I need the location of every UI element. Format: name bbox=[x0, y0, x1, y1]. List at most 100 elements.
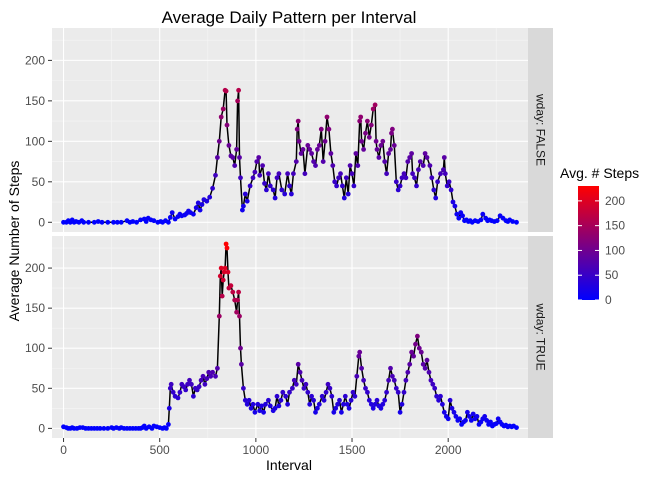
data-point bbox=[274, 175, 280, 181]
data-point bbox=[218, 265, 224, 271]
data-point bbox=[414, 183, 419, 189]
data-point bbox=[356, 353, 362, 359]
data-point bbox=[328, 151, 334, 156]
data-point bbox=[465, 409, 470, 415]
data-point bbox=[237, 313, 242, 319]
data-point bbox=[335, 401, 340, 407]
data-point bbox=[382, 397, 388, 403]
data-point bbox=[410, 171, 415, 177]
data-point bbox=[191, 393, 196, 399]
data-point bbox=[339, 409, 344, 415]
data-point bbox=[238, 175, 243, 181]
data-point bbox=[428, 377, 434, 383]
data-point bbox=[370, 106, 376, 112]
data-point bbox=[331, 409, 337, 415]
data-point bbox=[388, 365, 393, 371]
data-point bbox=[189, 381, 194, 387]
data-point bbox=[336, 175, 341, 181]
facet-strip-label: wday: TRUE bbox=[534, 302, 548, 370]
data-point bbox=[444, 183, 450, 189]
data-point bbox=[177, 389, 183, 395]
data-point bbox=[342, 393, 348, 399]
facet-panels: 0 50 100 150 200 wday: FALSE 0 50 100 150 200 wday:… bbox=[25, 28, 553, 438]
data-point bbox=[285, 171, 290, 177]
data-point bbox=[416, 345, 422, 351]
y-tick-label: 150 bbox=[25, 94, 45, 108]
data-point bbox=[217, 273, 223, 279]
data-point bbox=[361, 147, 366, 152]
data-point bbox=[263, 401, 268, 407]
data-point bbox=[204, 198, 210, 204]
data-point bbox=[202, 381, 208, 387]
data-point bbox=[270, 187, 276, 193]
data-point bbox=[255, 401, 261, 407]
data-point bbox=[324, 114, 330, 120]
legend-tick-label: 0 bbox=[605, 293, 612, 307]
data-point bbox=[319, 393, 325, 399]
data-point bbox=[329, 393, 335, 399]
data-point bbox=[390, 373, 395, 379]
data-point bbox=[219, 293, 225, 299]
data-point bbox=[290, 385, 295, 391]
legend-colorbar bbox=[578, 186, 599, 300]
facet-strip-label: wday: FALSE bbox=[534, 93, 548, 166]
data-point bbox=[289, 191, 294, 197]
data-point bbox=[420, 361, 426, 367]
data-point bbox=[207, 194, 213, 200]
data-point bbox=[213, 373, 218, 379]
data-point bbox=[307, 401, 313, 407]
data-point bbox=[224, 122, 230, 128]
data-point bbox=[338, 171, 343, 177]
data-point bbox=[220, 106, 226, 112]
data-point bbox=[223, 88, 229, 94]
data-point bbox=[168, 381, 174, 387]
data-point bbox=[405, 369, 411, 375]
data-point bbox=[436, 397, 441, 403]
y-tick-label: 50 bbox=[32, 381, 46, 395]
data-point bbox=[272, 195, 278, 201]
data-point bbox=[440, 401, 445, 407]
data-point bbox=[470, 411, 476, 417]
data-point bbox=[293, 159, 299, 165]
data-point bbox=[213, 172, 218, 178]
y-axis-title: Average Number of Steps bbox=[6, 161, 22, 322]
data-point bbox=[466, 414, 472, 419]
data-point bbox=[378, 143, 384, 148]
data-point bbox=[316, 401, 322, 407]
data-point bbox=[279, 187, 285, 193]
data-point bbox=[322, 138, 328, 144]
data-point bbox=[365, 118, 370, 124]
data-point bbox=[403, 175, 409, 181]
data-point bbox=[309, 151, 314, 156]
data-point bbox=[220, 277, 226, 283]
data-point bbox=[167, 385, 173, 391]
data-point bbox=[438, 171, 443, 177]
data-point bbox=[196, 384, 202, 390]
data-point bbox=[291, 377, 297, 383]
data-point bbox=[401, 389, 407, 395]
data-point bbox=[313, 409, 318, 415]
data-point bbox=[405, 159, 411, 165]
data-point bbox=[297, 369, 303, 375]
data-point bbox=[199, 202, 205, 207]
data-point bbox=[305, 143, 311, 148]
data-point bbox=[195, 200, 201, 206]
data-point bbox=[359, 138, 364, 144]
data-point bbox=[368, 401, 374, 407]
data-point bbox=[283, 393, 289, 399]
data-point bbox=[399, 401, 405, 407]
data-point bbox=[441, 409, 447, 415]
data-point bbox=[374, 147, 380, 152]
data-point bbox=[236, 87, 242, 93]
data-point bbox=[299, 377, 305, 383]
data-point bbox=[232, 163, 238, 169]
data-point bbox=[167, 215, 173, 220]
data-point bbox=[448, 187, 454, 193]
data-point bbox=[350, 389, 356, 395]
data-point bbox=[276, 403, 282, 409]
data-point bbox=[424, 357, 430, 363]
data-point bbox=[393, 179, 399, 185]
data-point bbox=[378, 405, 384, 411]
data-point bbox=[434, 393, 439, 399]
